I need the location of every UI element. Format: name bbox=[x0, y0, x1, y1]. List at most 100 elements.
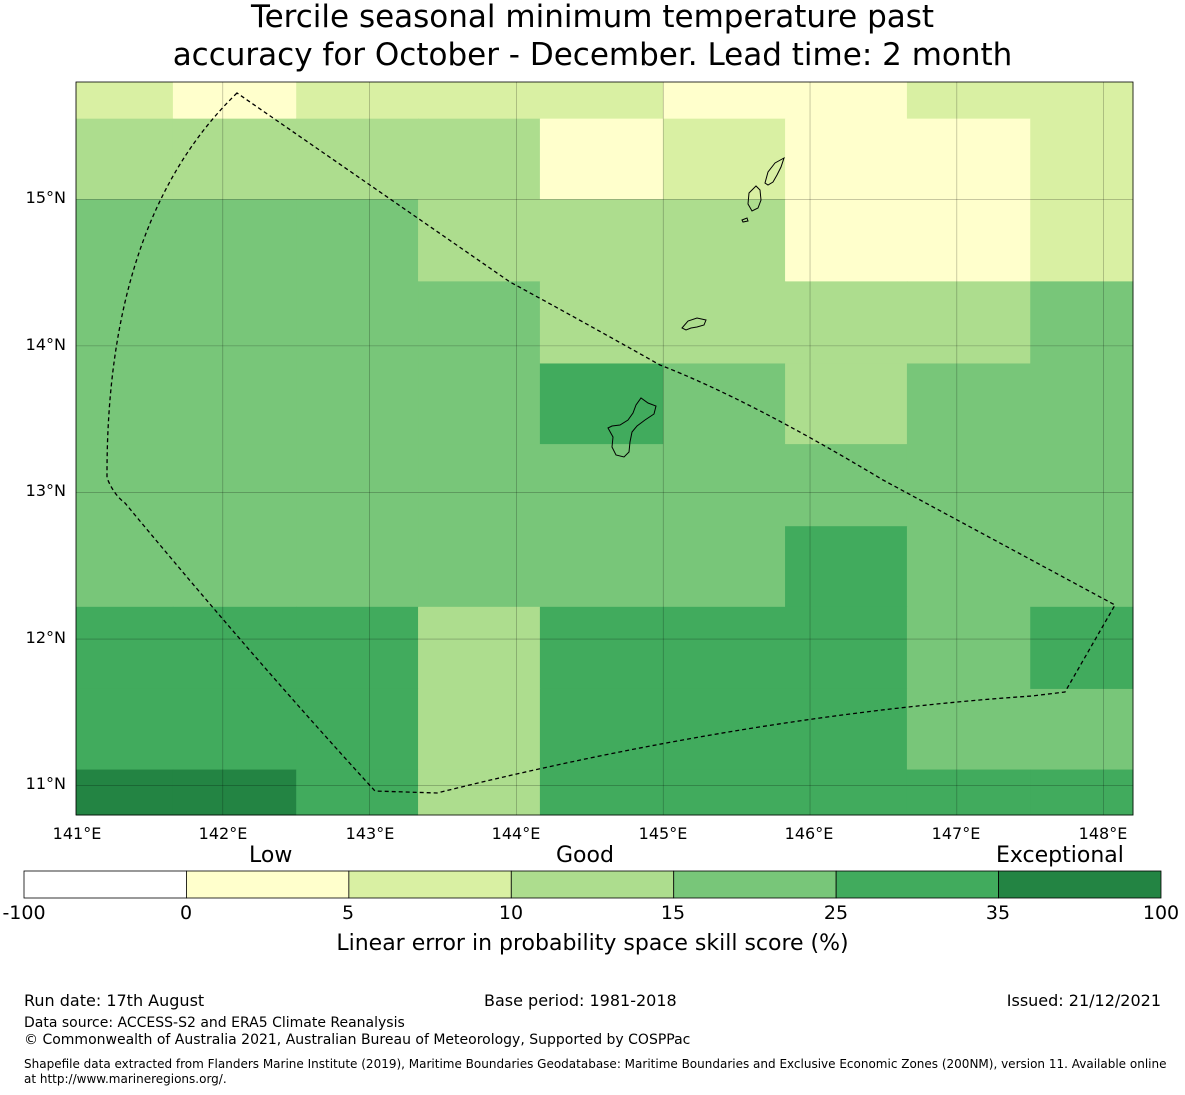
skill-cell bbox=[296, 769, 419, 816]
skill-cell bbox=[663, 769, 786, 816]
category-low: Low bbox=[249, 843, 293, 868]
saipan-island bbox=[764, 156, 785, 186]
skill-cell bbox=[296, 526, 419, 608]
lat-label-11n: 11°N bbox=[25, 774, 66, 793]
skill-cell bbox=[418, 606, 541, 690]
lon-label-148e: 148°E bbox=[1078, 824, 1128, 843]
colorbar-swatch bbox=[186, 870, 350, 899]
colorbar-tick: 5 bbox=[341, 902, 355, 924]
lat-label-13n: 13°N bbox=[25, 481, 66, 500]
skill-cell bbox=[418, 444, 541, 527]
skill-cell bbox=[172, 281, 297, 364]
skill-cell bbox=[906, 526, 1031, 608]
skill-cell bbox=[663, 688, 786, 771]
lat-label-14n: 14°N bbox=[25, 335, 66, 354]
colorbar-tick: 100 bbox=[1142, 902, 1180, 924]
colorbar-swatch bbox=[510, 870, 675, 899]
skill-cell bbox=[76, 444, 174, 527]
skill-cell bbox=[296, 281, 419, 364]
guam-island bbox=[607, 397, 657, 458]
skill-cell bbox=[785, 82, 908, 120]
category-good: Good bbox=[556, 843, 614, 868]
skill-cell bbox=[172, 118, 297, 200]
colorbar-tick: 35 bbox=[985, 902, 1011, 924]
skill-cell bbox=[906, 444, 1031, 527]
skill-cell bbox=[418, 526, 541, 608]
lon-label-147e: 147°E bbox=[931, 824, 981, 843]
lat-label-15n: 15°N bbox=[25, 188, 66, 207]
skill-cell bbox=[418, 769, 541, 816]
skill-cell bbox=[906, 606, 1031, 690]
skill-cell bbox=[785, 363, 908, 445]
colorbar-label: Linear error in probability space skill … bbox=[336, 931, 849, 956]
colorbar bbox=[23, 870, 1162, 899]
skill-cell bbox=[172, 199, 297, 282]
skill-cell bbox=[539, 199, 664, 282]
skill-cell bbox=[906, 688, 1031, 771]
skill-cell bbox=[539, 526, 664, 608]
skill-cell bbox=[1030, 606, 1134, 690]
category-exceptional: Exceptional bbox=[996, 843, 1124, 868]
skill-cell bbox=[76, 769, 174, 816]
skill-cell bbox=[539, 281, 664, 364]
colorbar-tick: -100 bbox=[2, 902, 46, 924]
data-source: Data source: ACCESS-S2 and ERA5 Climate … bbox=[24, 1015, 405, 1031]
lon-label-144e: 144°E bbox=[491, 824, 541, 843]
lon-label-141e: 141°E bbox=[52, 824, 102, 843]
skill-cell bbox=[1030, 526, 1134, 608]
map-title-line-1: Tercile seasonal minimum temperature pas… bbox=[250, 0, 935, 35]
colorbar-tick: 0 bbox=[179, 902, 193, 924]
run-date: Run date: 17th August bbox=[24, 991, 205, 1010]
skill-cell bbox=[539, 363, 664, 445]
skill-cell bbox=[296, 606, 419, 690]
map-title-line-2: accuracy for October - December. Lead ti… bbox=[172, 37, 1013, 73]
skill-cell bbox=[76, 118, 174, 200]
skill-cell bbox=[663, 281, 786, 364]
skill-cell bbox=[785, 606, 908, 690]
skill-cell bbox=[663, 82, 786, 120]
skill-cell bbox=[418, 199, 541, 282]
copyright: © Commonwealth of Australia 2021, Austra… bbox=[24, 1032, 691, 1048]
colorbar-swatch bbox=[348, 870, 512, 899]
skill-cell bbox=[663, 118, 786, 200]
skill-cell bbox=[906, 82, 1031, 120]
skill-cell bbox=[785, 199, 908, 282]
skill-cell bbox=[539, 118, 664, 200]
shapefile-credit: Shapefile data extracted from Flanders M… bbox=[24, 1057, 1167, 1086]
colorbar-swatch bbox=[835, 870, 999, 899]
skill-cell bbox=[296, 363, 419, 445]
skill-cell bbox=[785, 526, 908, 608]
skill-cell bbox=[76, 688, 174, 771]
skill-cell bbox=[663, 444, 786, 527]
skill-cell bbox=[172, 526, 297, 608]
colorbar-tick: 15 bbox=[660, 902, 686, 924]
tinian-island bbox=[747, 185, 762, 212]
rota-island bbox=[681, 317, 707, 331]
issued-date: Issued: 21/12/2021 bbox=[1006, 991, 1161, 1010]
skill-cell bbox=[296, 199, 419, 282]
skill-cell bbox=[76, 82, 174, 120]
colorbar-swatch bbox=[673, 870, 837, 899]
skill-cell bbox=[418, 82, 541, 120]
skill-cell bbox=[663, 606, 786, 690]
skill-cell bbox=[76, 526, 174, 608]
skill-cell bbox=[172, 606, 297, 690]
skill-cell bbox=[539, 769, 664, 816]
skill-cell bbox=[296, 688, 419, 771]
colorbar-swatch bbox=[998, 870, 1162, 899]
eez-boundary bbox=[106, 92, 1116, 794]
skill-cell bbox=[418, 688, 541, 771]
lon-label-146e: 146°E bbox=[784, 824, 834, 843]
skill-cell bbox=[906, 769, 1031, 816]
skill-cell bbox=[76, 199, 174, 282]
skill-cell bbox=[539, 444, 664, 527]
skill-cell bbox=[539, 688, 664, 771]
skill-cell bbox=[539, 82, 664, 120]
skill-cell bbox=[76, 363, 174, 445]
skill-cell bbox=[906, 199, 1031, 282]
skill-cell bbox=[1030, 363, 1134, 445]
skill-cell bbox=[172, 363, 297, 445]
skill-cell bbox=[539, 606, 664, 690]
colorbar-tick: 25 bbox=[823, 902, 849, 924]
